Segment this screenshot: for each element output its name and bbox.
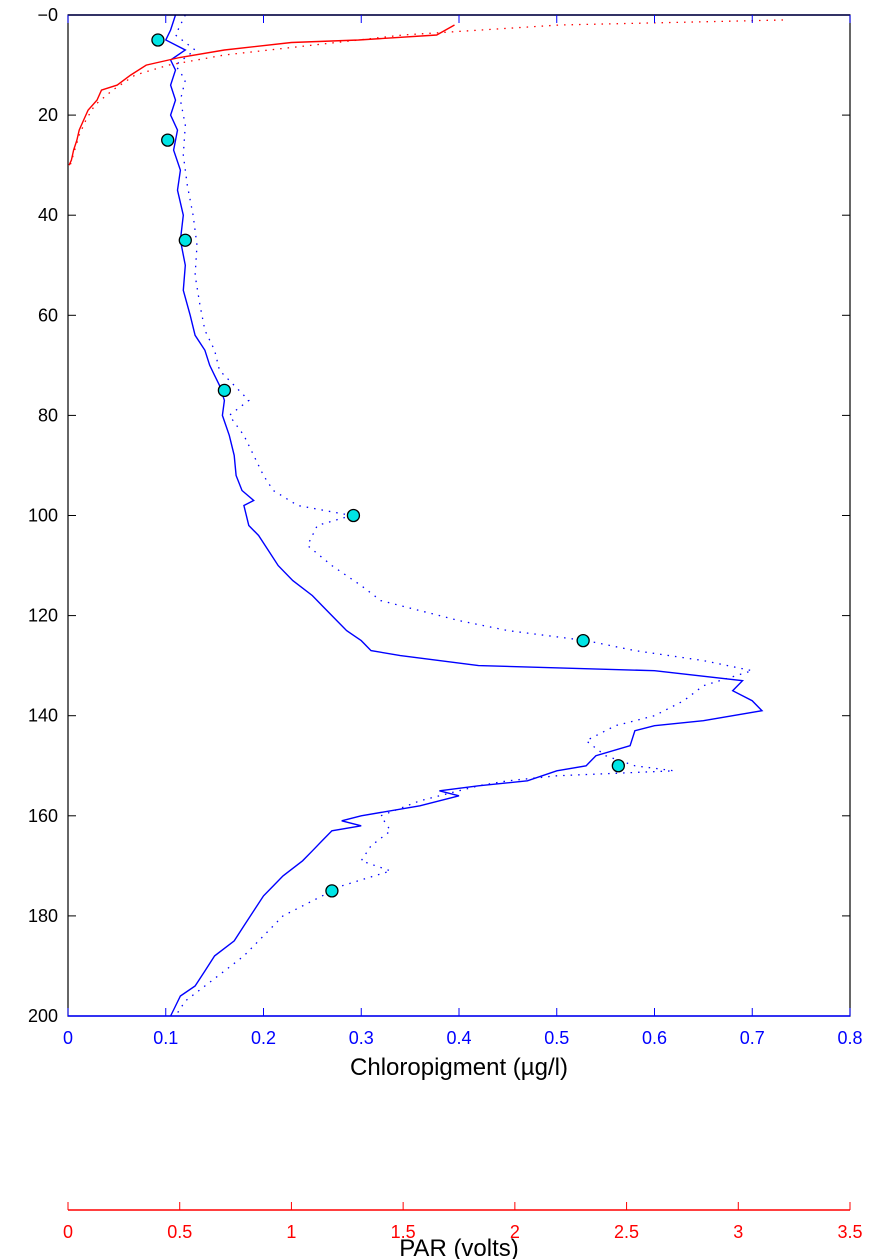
sample-point (576, 633, 590, 648)
y-tick-label: 160 (28, 806, 58, 826)
par-tick-label: 1.5 (391, 1222, 416, 1242)
chl-solid-line (164, 14, 764, 1017)
y-axis-ticks: −0 20 40 60 80 100 120 140 160 180 200 (28, 5, 850, 1026)
chl-tick-label: 0.1 (153, 1028, 178, 1048)
chl-tick-label: 0.6 (642, 1028, 667, 1048)
y-tick-label: 20 (38, 105, 58, 125)
chl-tick-label: 0 (63, 1028, 73, 1048)
chl-tick-label: 0.5 (544, 1028, 569, 1048)
sample-point (217, 383, 232, 398)
sample-point (611, 759, 625, 773)
chl-tick-label: 0.8 (837, 1028, 862, 1048)
chl-tick-label: 0.2 (251, 1028, 276, 1048)
chl-axis-ticks: 0 0.1 0.2 0.3 0.4 0.5 0.6 0.7 0.8 (63, 15, 863, 1048)
y-tick-label: 200 (28, 1006, 58, 1026)
par-tick-label: 3 (733, 1222, 743, 1242)
par-tick-label: 2 (510, 1222, 520, 1242)
chl-dotted-line (174, 14, 753, 1017)
plot-frame (67, 14, 851, 1017)
par-tick-label: 0.5 (167, 1222, 192, 1242)
par-axis-label: PAR (volts) (399, 1235, 519, 1259)
y-tick-label: 140 (28, 706, 58, 726)
sample-point (161, 133, 175, 147)
par-solid-line (68, 24, 455, 166)
y-tick-label: 180 (28, 906, 58, 926)
sample-point (178, 233, 192, 247)
y-tick-label: −0 (37, 5, 58, 25)
par-tick-label: 1 (286, 1222, 296, 1242)
sample-point (151, 33, 165, 47)
par-dotted-line (69, 19, 784, 166)
sample-point (346, 508, 361, 523)
par-axis: 0 0.5 1 1.5 2 2.5 3 3.5 (63, 1202, 863, 1242)
chl-tick-label: 0.7 (740, 1028, 765, 1048)
y-tick-label: 80 (38, 405, 58, 425)
chl-tick-label: 0.3 (349, 1028, 374, 1048)
y-tick-label: 100 (28, 506, 58, 526)
par-tick-label: 3.5 (837, 1222, 862, 1242)
series-layer (68, 14, 784, 1017)
y-tick-label: 60 (38, 305, 58, 325)
par-tick-label: 0 (63, 1222, 73, 1242)
chl-axis-label: Chloropigment (µg/l) (350, 1054, 568, 1081)
par-tick-label: 2.5 (614, 1222, 639, 1242)
y-tick-label: 40 (38, 205, 58, 225)
samples-layer (151, 33, 625, 898)
y-tick-label: 120 (28, 606, 58, 626)
chl-tick-label: 0.4 (446, 1028, 471, 1048)
sample-point (325, 884, 339, 898)
